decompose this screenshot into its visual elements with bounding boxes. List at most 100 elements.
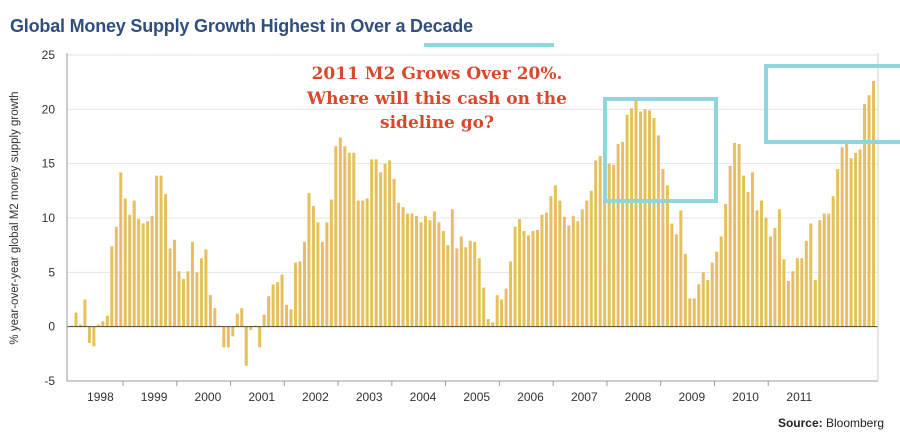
bar [347,152,351,327]
bar [867,95,871,327]
bar [406,213,410,327]
x-tick-label: 2006 [517,390,544,404]
bar [231,326,235,337]
bar [845,141,849,327]
source-label: Source: [777,416,823,430]
bar [863,103,867,327]
bar [706,279,710,327]
x-tick-label: 2007 [571,390,598,404]
bar [477,258,481,327]
bar [285,304,289,327]
bar [423,215,427,327]
x-tick-label: 2009 [678,390,705,404]
bar [280,274,284,327]
bar [786,281,790,327]
bar [110,246,114,327]
bar [410,213,414,327]
bar [527,235,531,327]
bar [535,229,539,327]
bar [553,185,557,327]
x-tick-label: 2010 [732,390,759,404]
bar [432,211,436,327]
bar [222,326,226,348]
bar [217,325,221,327]
bar [661,169,665,327]
bar [298,261,302,327]
bar [414,215,418,327]
bar [822,213,826,327]
axes [66,53,879,386]
bar [768,236,772,327]
bar [468,240,472,327]
y-axis-label: % year-over-year global M2 money supply … [9,91,21,345]
bar [639,111,643,327]
bars [69,81,876,366]
y-tick-label: 10 [42,211,56,225]
bar [643,109,647,327]
bar [562,216,566,327]
bar [809,223,813,327]
bar [742,175,746,327]
bar [267,296,271,327]
highlight-box-2011 [764,64,900,144]
bar [836,169,840,327]
x-tick-label: 2008 [625,390,652,404]
highlight-box-2008 [603,97,718,203]
bar [325,222,329,327]
x-tick-label: 2002 [302,390,329,404]
bar [208,295,212,327]
bar [352,152,356,327]
bar [150,215,154,327]
bar [701,272,705,327]
bar [804,240,808,327]
bar [311,206,315,327]
bar [692,298,696,327]
bar [576,221,580,327]
y-tick-label: 5 [48,265,55,279]
bar [625,114,629,327]
bar [764,218,768,327]
bar [616,144,620,327]
bar [338,137,342,327]
bar [800,258,804,327]
bar [289,309,293,327]
bar [594,160,598,327]
bar [262,314,266,327]
bar [665,185,669,327]
bar [728,165,732,327]
bar [132,200,136,327]
bar [540,214,544,327]
bar [513,226,517,327]
bar [370,159,374,327]
bar [737,144,741,327]
bar [634,100,638,327]
bar [244,326,248,366]
y-tick-label: 20 [42,102,56,116]
bar [697,284,701,327]
bar [383,163,387,327]
bar [710,262,714,327]
bar [872,81,876,327]
bar [302,241,306,327]
x-tick-label: 2003 [356,390,383,404]
bar [177,271,181,327]
bar [137,219,141,327]
bar [446,245,450,327]
bar [598,156,602,327]
bar [724,203,728,327]
bar [482,287,486,327]
x-tick-label: 2004 [410,390,437,404]
bar [141,223,145,327]
bar [240,308,244,327]
bar [791,271,795,327]
bar [683,253,687,327]
bar [146,221,150,327]
bar [773,227,777,327]
bar [190,241,194,327]
bar [558,200,562,327]
bar [276,282,280,327]
bar [495,295,499,327]
bar [428,220,432,327]
bar [253,325,257,327]
x-tick-label: 2000 [195,390,222,404]
